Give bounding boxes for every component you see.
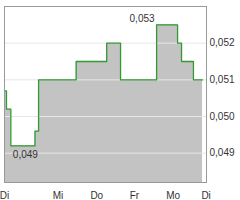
svg-text:0,052: 0,052 — [210, 37, 235, 48]
svg-text:Fr: Fr — [130, 190, 140, 200]
svg-text:Mo: Mo — [166, 190, 180, 200]
svg-text:0,049: 0,049 — [13, 149, 38, 160]
svg-text:Di: Di — [201, 190, 210, 200]
svg-text:Do: Do — [90, 190, 103, 200]
svg-text:0,049: 0,049 — [210, 147, 235, 158]
svg-text:0,050: 0,050 — [210, 111, 235, 122]
svg-text:Mi: Mi — [53, 190, 64, 200]
svg-text:0,051: 0,051 — [210, 74, 235, 85]
svg-text:0,053: 0,053 — [130, 13, 155, 24]
svg-text:Di: Di — [0, 190, 9, 200]
